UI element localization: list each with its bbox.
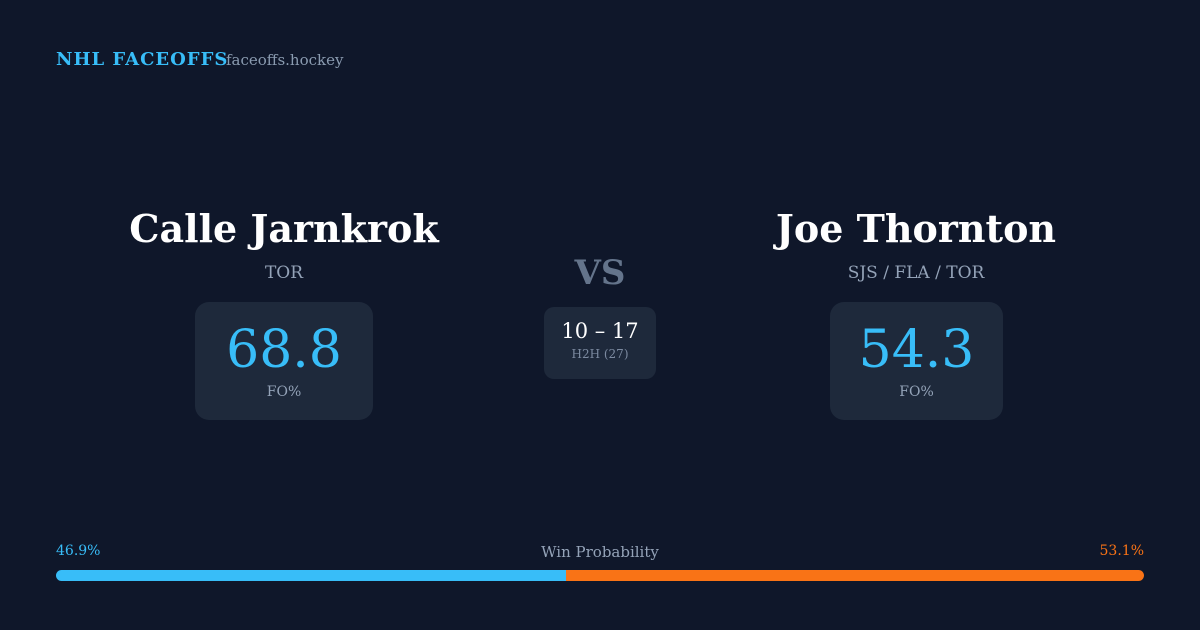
stat-card: 68.8 FO% xyxy=(195,302,373,420)
fo-value: 54.3 xyxy=(858,320,975,380)
site-name: faceoffs.hockey xyxy=(226,51,344,69)
brand-title: NHL FACEOFFS xyxy=(56,49,229,70)
win-prob-title: Win Probability xyxy=(541,543,659,561)
player-teams: TOR xyxy=(264,263,304,283)
fo-value: 68.8 xyxy=(226,320,342,380)
player-name: Joe Thornton xyxy=(775,206,1057,251)
h2h-score: 10 – 17 xyxy=(561,319,639,343)
h2h-label: H2H (27) xyxy=(571,347,629,361)
player-name: Calle Jarnkrok xyxy=(129,206,439,251)
win-prob-right: 53.1% xyxy=(1099,543,1144,559)
fo-label: FO% xyxy=(899,384,934,400)
win-prob-bar xyxy=(56,570,567,581)
vs-label: VS xyxy=(574,253,626,293)
fo-label: FO% xyxy=(266,384,302,400)
stat-card: 54.3 FO% xyxy=(830,302,1003,420)
h2h-card: 10 – 17 H2H (27) xyxy=(544,307,656,379)
win-prob-left: 46.9% xyxy=(56,543,101,559)
player-teams: SJS / FLA / TOR xyxy=(847,263,985,283)
win-prob-bar xyxy=(566,570,1144,581)
